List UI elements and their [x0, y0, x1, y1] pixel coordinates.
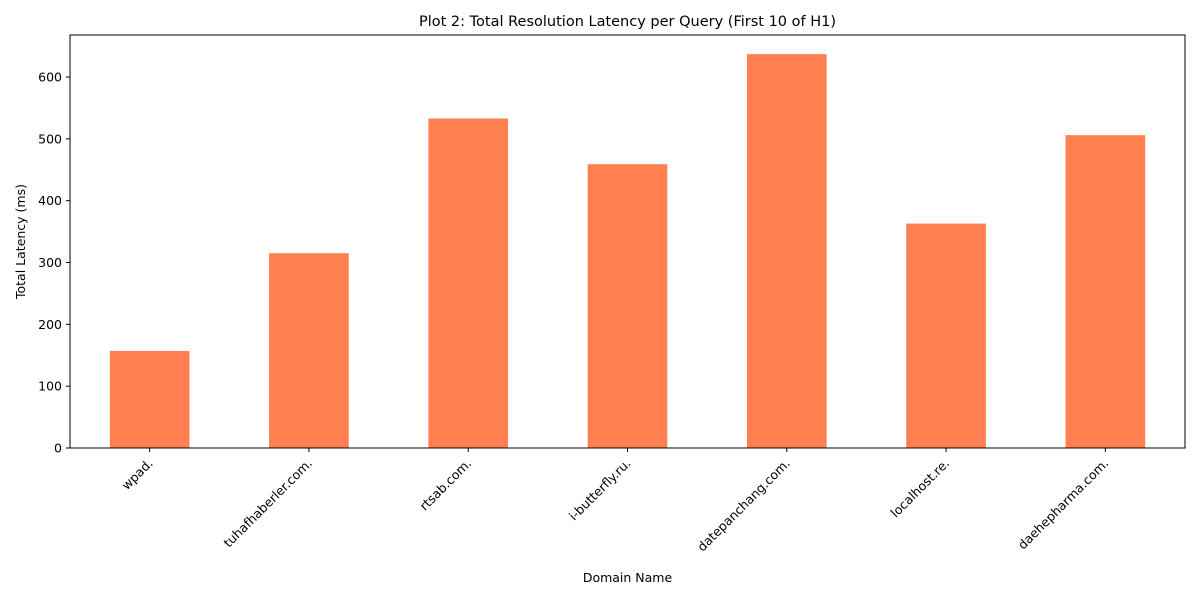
bar-2 [428, 118, 509, 448]
x-tick-label-6: daehepharma.com. [1015, 456, 1112, 553]
y-tick-label-2: 200 [38, 317, 62, 332]
bar-3 [587, 164, 668, 448]
bars [109, 54, 1146, 449]
y-tick-label-5: 500 [38, 131, 62, 146]
y-tick-label-0: 0 [54, 441, 62, 456]
x-tick-label-2: rtsab.com. [416, 456, 474, 514]
bar-5 [906, 223, 986, 448]
y-axis-ticks: 0 100 200 300 400 500 600 [38, 70, 70, 456]
bar-4 [746, 54, 827, 449]
bar-0 [109, 350, 190, 448]
y-tick-label-4: 400 [38, 193, 62, 208]
x-tick-label-3: i-butterfly.ru. [566, 456, 634, 524]
bar-1 [269, 253, 349, 448]
x-tick-label-4: datepanchang.com. [694, 456, 793, 555]
x-tick-label-5: localhost.re. [887, 456, 952, 521]
y-axis-label: Total Latency (ms) [13, 184, 28, 300]
chart-title: Plot 2: Total Resolution Latency per Que… [419, 14, 836, 30]
y-tick-label-6: 600 [38, 70, 62, 85]
x-axis-ticks: wpad. tuhafhaberler.com. rtsab.com. i-butte… [118, 448, 1111, 554]
y-tick-label-1: 100 [38, 379, 62, 394]
x-tick-label-1: tuhafhaberler.com. [220, 456, 315, 551]
x-tick-label-0: wpad. [118, 456, 155, 493]
bar-6 [1065, 135, 1146, 448]
y-tick-label-3: 300 [38, 255, 62, 270]
x-axis-label: Domain Name [583, 570, 673, 585]
